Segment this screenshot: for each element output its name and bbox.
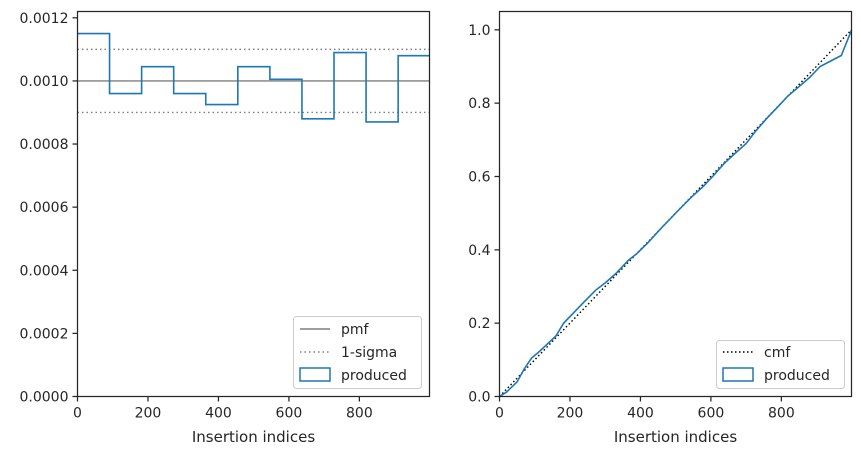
pmf-x-tick-label: 800 [346, 406, 373, 422]
pmf-x-tick-label: 200 [135, 406, 162, 422]
cmf-y-tick-label: 1.0 [468, 23, 490, 39]
cmf-y-tick-label: 0.2 [468, 316, 490, 332]
pmf-axes-frame [76, 10, 431, 398]
cmf-x-tick-label: 200 [557, 406, 584, 422]
cmf-plot-marks [498, 29, 853, 398]
pmf-y-tick-label: 0.0002 [20, 326, 69, 342]
cmf-x-tick-label: 600 [698, 406, 725, 422]
cmf-legend-label-cmf: cmf [764, 345, 791, 361]
pmf-y-tick-label: 0.0008 [20, 137, 69, 153]
cmf-x-axis-label: Insertion indices [614, 428, 737, 446]
pmf-series-produced [77, 32, 430, 123]
cmf-legend: cmf produced [716, 340, 845, 389]
cmf-legend-swatch-produced [722, 367, 754, 382]
pmf-y-tick-label: 0.0006 [20, 200, 69, 216]
cmf-x-tick-label: 400 [627, 406, 654, 422]
cmf-panel: 0 200 400 600 800 0.0 0.2 0.4 0.6 0.8 1.0 Inserti… [468, 10, 853, 446]
pmf-legend-label-sigma: 1-sigma [341, 345, 397, 361]
cmf-y-tick-label: 0.6 [468, 170, 490, 186]
pmf-x-tick-label: 600 [276, 406, 303, 422]
cmf-y-ticks: 0.0 0.2 0.4 0.6 0.8 1.0 [468, 23, 500, 406]
cmf-series-produced [499, 29, 853, 398]
pmf-y-tick-label: 0.0010 [20, 74, 69, 90]
pmf-y-ticks: 0.0000 0.0002 0.0004 0.0006 0.0008 0.0010 0.00… [20, 11, 78, 406]
cmf-x-tick-label: 0 [495, 406, 504, 422]
cmf-y-tick-label: 0.8 [468, 96, 490, 112]
cmf-axes-frame [498, 10, 853, 398]
pmf-y-tick-label: 0.0000 [20, 390, 69, 406]
pmf-legend-box [293, 316, 422, 389]
pmf-y-tick-label: 0.0004 [20, 263, 69, 279]
pmf-plot-marks [77, 32, 430, 123]
cmf-legend-label-produced: produced [764, 368, 830, 384]
cmf-y-tick-label: 0.4 [468, 243, 490, 259]
pmf-legend-label-pmf: pmf [341, 322, 370, 338]
pmf-x-tick-label: 0 [73, 406, 82, 422]
pmf-legend-swatch-produced [299, 367, 331, 382]
pmf-legend: pmf 1-sigma produced [293, 316, 422, 389]
pmf-panel: 0 200 400 600 800 0.00000.00020.00040.00060.… [20, 10, 431, 446]
cmf-series-cmf [498, 29, 853, 397]
pmf-x-axis-label: Insertion indices [192, 428, 315, 446]
pmf-x-ticks: 0 200 400 600 800 [73, 396, 373, 422]
cmf-x-tick-label: 800 [768, 406, 795, 422]
pmf-legend-label-produced: produced [341, 368, 407, 384]
pmf-x-tick-label: 400 [205, 406, 232, 422]
cmf-y-tick-label: 0.0 [468, 390, 490, 406]
cmf-x-ticks: 0 200 400 600 800 [495, 396, 795, 422]
pmf-y-tick-label: 0.0012 [20, 11, 69, 27]
